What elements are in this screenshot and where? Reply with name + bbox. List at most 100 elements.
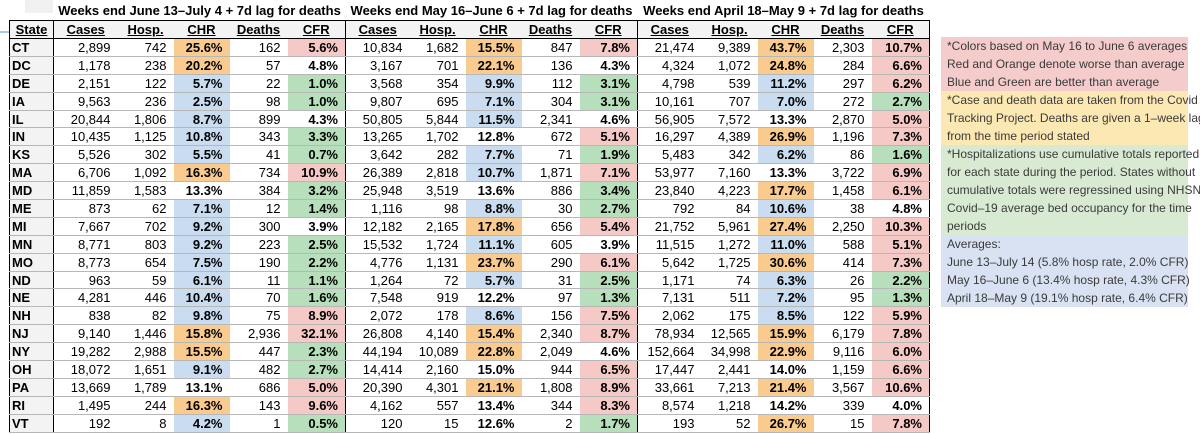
column-header-deaths[interactable]: Deaths [813,20,872,39]
cell-chr[interactable]: 2.5% [173,92,230,111]
column-header-deaths[interactable]: Deaths [521,20,580,39]
cell-cases[interactable]: 193 [637,414,702,433]
cell-hosp[interactable]: 1,131 [409,253,466,272]
cell-deaths[interactable]: 71 [521,145,580,165]
cell-chr[interactable]: 6.1% [173,271,230,290]
cell-cfr[interactable]: 2.7% [287,360,346,379]
column-header-deaths[interactable]: Deaths [229,20,288,39]
cell-hosp[interactable]: 34,998 [701,342,758,362]
cell-cases[interactable]: 7,667 [53,217,118,236]
cell-deaths[interactable]: 384 [229,181,288,201]
cell-chr[interactable]: 7.1% [465,92,522,111]
cell-deaths[interactable]: 2,250 [813,217,872,236]
cell-chr[interactable]: 13.4% [465,396,522,415]
column-header-hosp[interactable]: Hosp. [117,20,174,39]
cell-cases[interactable]: 11,515 [637,235,702,254]
cell-chr[interactable]: 13.6% [465,181,522,201]
cell-state[interactable]: OH [9,360,54,379]
column-header-cases[interactable]: Cases [637,20,702,39]
cell-deaths[interactable]: 2,049 [521,342,580,362]
cell-cfr[interactable]: 1.4% [287,199,346,218]
cell-chr[interactable]: 7.5% [173,253,230,272]
cell-cases[interactable]: 21,752 [637,217,702,236]
note-hospitalization-method[interactable]: *Hospitalizations use cumulative totals … [941,145,1200,235]
cell-cfr[interactable]: 7.8% [871,324,930,344]
cell-hosp[interactable]: 342 [701,145,758,165]
cell-hosp[interactable]: 701 [409,56,466,75]
cell-cfr[interactable]: 10.9% [287,163,346,183]
cell-hosp[interactable]: 2,441 [701,360,758,379]
cell-chr[interactable]: 25.6% [173,38,230,57]
cell-cases[interactable]: 9,140 [53,324,118,344]
cell-cases[interactable]: 2,151 [53,74,118,93]
cell-chr[interactable]: 7.0% [757,92,814,111]
cell-hosp[interactable]: 98 [409,199,466,218]
cell-cases[interactable]: 20,844 [53,110,118,129]
cell-hosp[interactable]: 702 [117,217,174,236]
cell-hosp[interactable]: 1,072 [701,56,758,75]
cell-deaths[interactable]: 2,303 [813,38,872,57]
column-header-cfr[interactable]: CFR [287,20,346,39]
cell-cfr[interactable]: 1.9% [579,145,638,165]
cell-deaths[interactable]: 1,196 [813,127,872,147]
cell-cases[interactable]: 5,483 [637,145,702,165]
cell-deaths[interactable]: 3,567 [813,378,872,397]
cell-state[interactable]: DE [9,74,54,93]
note-data-source[interactable]: *Case and death data are taken from the … [941,91,1200,145]
cell-cfr[interactable]: 5.0% [871,110,930,129]
cell-hosp[interactable]: 4,140 [409,324,466,344]
cell-cases[interactable]: 18,072 [53,360,118,379]
cell-chr[interactable]: 22.1% [465,56,522,75]
cell-cfr[interactable]: 4.0% [871,396,930,415]
cell-state[interactable]: VT [9,414,54,433]
cell-cases[interactable]: 4,281 [53,288,118,308]
cell-deaths[interactable]: 899 [229,110,288,129]
cell-state[interactable]: MO [9,253,54,272]
cell-cases[interactable]: 13,265 [345,127,410,147]
cell-chr[interactable]: 22.8% [465,342,522,362]
cell-state[interactable]: ME [9,199,54,218]
cell-cfr[interactable]: 2.5% [579,271,638,290]
cell-hosp[interactable]: 8 [117,414,174,433]
cell-cfr[interactable]: 7.3% [871,253,930,272]
cell-deaths[interactable]: 284 [813,56,872,75]
cell-chr[interactable]: 10.4% [173,288,230,308]
cell-cases[interactable]: 120 [345,414,410,433]
cell-cfr[interactable]: 3.2% [287,181,346,201]
cell-chr[interactable]: 15.8% [173,324,230,344]
cell-hosp[interactable]: 1,125 [117,127,174,147]
cell-cases[interactable]: 873 [53,199,118,218]
cell-chr[interactable]: 24.8% [757,56,814,75]
cell-deaths[interactable]: 223 [229,235,288,254]
cell-deaths[interactable]: 98 [229,92,288,111]
cell-hosp[interactable]: 62 [117,199,174,218]
cell-state[interactable]: NY [9,342,54,362]
cell-cases[interactable]: 4,776 [345,253,410,272]
cell-chr[interactable]: 26.9% [757,127,814,147]
cell-cases[interactable]: 50,805 [345,110,410,129]
cell-chr[interactable]: 8.6% [465,306,522,326]
cell-chr[interactable]: 15.0% [465,360,522,379]
cell-deaths[interactable]: 15 [813,414,872,433]
cell-hosp[interactable]: 742 [117,38,174,57]
cell-chr[interactable]: 13.3% [757,110,814,129]
cell-hosp[interactable]: 4,301 [409,378,466,397]
cell-deaths[interactable]: 290 [521,253,580,272]
cell-hosp[interactable]: 1,725 [701,253,758,272]
cell-cases[interactable]: 53,977 [637,163,702,183]
column-header-cfr[interactable]: CFR [579,20,638,39]
cell-cfr[interactable]: 3.9% [579,235,638,254]
cell-deaths[interactable]: 156 [521,306,580,326]
cell-chr[interactable]: 14.2% [757,396,814,415]
cell-chr[interactable]: 15.5% [173,342,230,362]
cell-chr[interactable]: 12.8% [465,127,522,147]
cell-cases[interactable]: 11,859 [53,181,118,201]
cell-deaths[interactable]: 847 [521,38,580,57]
cell-cfr[interactable]: 8.9% [579,378,638,397]
cell-hosp[interactable]: 178 [409,306,466,326]
cell-chr[interactable]: 14.0% [757,360,814,379]
cell-cases[interactable]: 3,642 [345,145,410,165]
period-title-1[interactable]: Weeks end June 13–July 4 + 7d lag for de… [58,2,341,18]
cell-hosp[interactable]: 7,213 [701,378,758,397]
cell-deaths[interactable]: 12 [229,199,288,218]
